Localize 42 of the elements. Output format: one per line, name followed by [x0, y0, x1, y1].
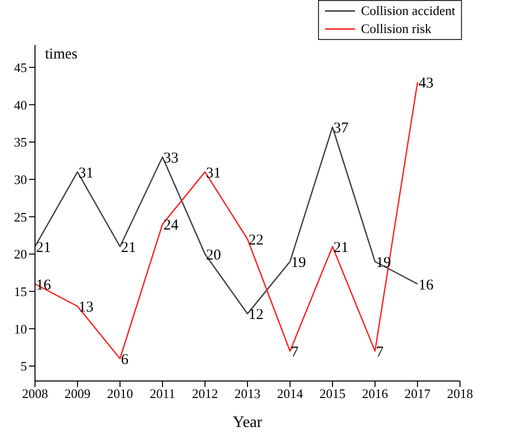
data-label: 31 — [78, 165, 94, 182]
x-tick-label: 2017 — [404, 386, 431, 402]
data-label: 19 — [291, 254, 306, 271]
x-tick-label: 2011 — [150, 386, 176, 402]
data-label: 37 — [334, 120, 349, 136]
x-tick-label: 2018 — [447, 386, 473, 402]
data-label: 7 — [291, 344, 299, 360]
data-label: 13 — [78, 300, 94, 316]
legend-label: Collision accident — [361, 3, 456, 19]
x-tick-label: 2015 — [320, 386, 346, 402]
x-tick-label: 2009 — [64, 386, 90, 402]
x-tick-label: 2016 — [362, 386, 388, 402]
data-label: 21 — [334, 240, 348, 256]
data-label: 33 — [164, 150, 178, 166]
y-tick-label: 30 — [14, 172, 27, 188]
x-axis-title: Year — [232, 414, 263, 431]
x-tick-label: 2013 — [234, 386, 260, 402]
data-label: 21 — [121, 240, 136, 256]
data-label: 12 — [248, 307, 264, 324]
y-tick-label: 40 — [14, 97, 27, 112]
data-label: 7 — [376, 344, 384, 360]
x-tick-label: 2008 — [22, 386, 48, 402]
x-tick-label: 2010 — [107, 386, 133, 402]
data-label: 16 — [418, 277, 434, 294]
data-label: 31 — [206, 165, 221, 182]
y-tick-label: 15 — [14, 284, 27, 300]
data-label: 43 — [418, 76, 434, 92]
data-label: 20 — [206, 247, 221, 264]
x-tick-label: 2012 — [192, 386, 218, 402]
y-tick-label: 10 — [14, 321, 27, 336]
data-label: 22 — [248, 232, 264, 248]
y-tick-label: 35 — [14, 134, 27, 150]
y-tick-label: 45 — [14, 60, 27, 76]
x-tick-label: 2014 — [277, 386, 304, 402]
y-tick-label: 20 — [14, 246, 27, 262]
y-axis-title: times — [45, 46, 78, 63]
data-label: 21 — [36, 240, 51, 256]
y-tick-label: 25 — [14, 209, 27, 224]
data-label: 6 — [121, 352, 129, 368]
legend-label: Collision risk — [361, 21, 432, 37]
data-label: 24 — [164, 218, 179, 234]
y-tick-label: 5 — [20, 358, 27, 374]
